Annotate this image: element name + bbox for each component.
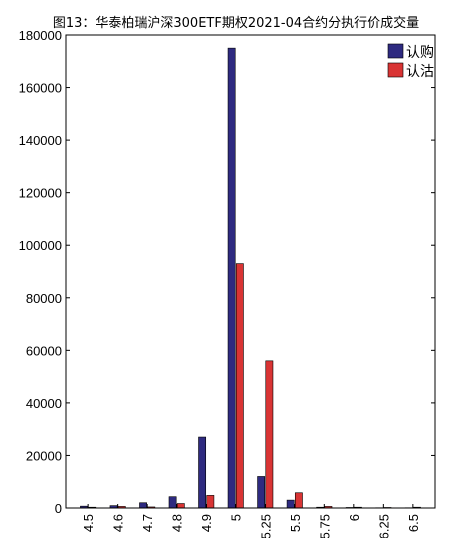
x-tick-label: 5.5 (288, 514, 303, 532)
x-tick-label: 5 (229, 514, 244, 521)
bar-call-4.7 (139, 502, 147, 509)
legend-label-put: 认沽 (406, 64, 434, 80)
y-tick-label: 120000 (19, 186, 62, 201)
y-tick-label: 80000 (26, 291, 62, 306)
x-tick-label: 4.6 (111, 514, 126, 532)
y-tick-label: 20000 (26, 448, 62, 463)
x-tick-label: 6.5 (406, 514, 421, 532)
x-tick-label: 4.9 (199, 514, 214, 532)
bar-put-4.9 (206, 495, 215, 509)
bar-call-5 (227, 47, 236, 509)
y-tick-label: 180000 (19, 28, 62, 43)
x-tick-label: 4.7 (140, 514, 155, 532)
bar-call-5.5 (286, 499, 295, 509)
bar-put-5.25 (265, 360, 274, 509)
bar-put-4.8 (176, 503, 185, 509)
x-tick-label: 4.5 (81, 514, 96, 532)
x-tick-label: 6 (347, 514, 362, 521)
y-tick-label: 0 (55, 501, 62, 516)
y-tick-label: 160000 (19, 81, 62, 96)
bar-call-5.25 (257, 476, 266, 509)
x-tick-label: 4.8 (170, 514, 185, 532)
bar-put-5.5 (294, 492, 303, 509)
x-axis: 4.5 4.6 4.7 4.8 4.9 5 5.25 5.5 5.75 6 6.25 6.5 (81, 504, 421, 538)
y-tick-label: 60000 (26, 343, 62, 358)
x-tick-label: 5.75 (317, 514, 332, 538)
x-tick-label: 6.25 (376, 514, 391, 538)
bar-put-5 (235, 263, 244, 509)
plot-frame (65, 34, 436, 509)
legend-label-call: 认购 (406, 45, 434, 61)
y-axis: 0 20000 40000 60000 80000 100000 120000 140000 1… (19, 28, 435, 516)
legend-swatch-call (387, 43, 404, 59)
bar-call-4.9 (198, 436, 207, 509)
bars (80, 47, 421, 509)
bar-call-4.8 (168, 496, 177, 509)
legend-swatch-put (387, 62, 404, 78)
y-tick-label: 140000 (19, 133, 62, 148)
x-tick-label: 5.25 (258, 514, 273, 538)
chart-title: 图13：华泰柏瑞沪深300ETF期权2021-04合约分执行价成交量 (53, 15, 419, 31)
y-tick-label: 100000 (19, 238, 62, 253)
y-tick-label: 40000 (26, 396, 62, 411)
